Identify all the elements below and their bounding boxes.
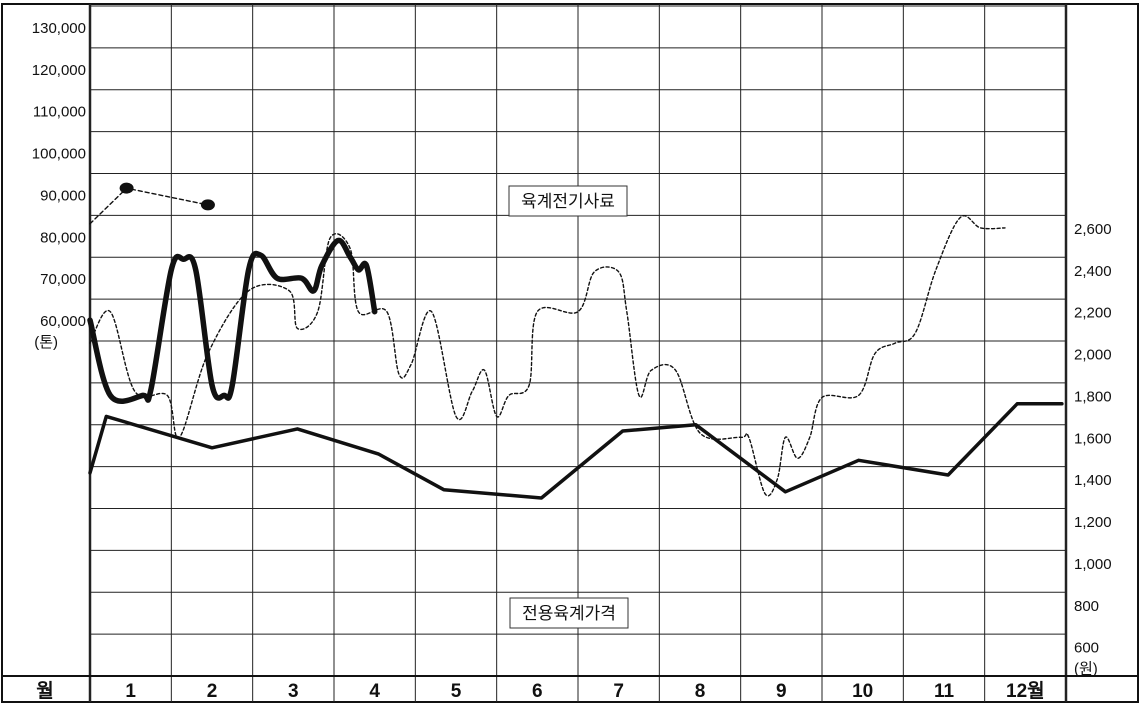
right-tick-label: 800 [1074,598,1099,615]
month-label: 6 [532,681,543,702]
right-tick-label: 2,200 [1074,305,1112,322]
left-tick-label: 60,000 [40,313,86,330]
left-axis-ticks: 130,000 120,000 110,000 100,000 90,000 80,000… [32,20,86,351]
right-tick-label: 1,000 [1074,556,1112,573]
month-label: 12월 [1006,680,1045,702]
series-line-feed_prev [89,187,209,225]
left-tick-label: 130,000 [32,20,86,37]
chart-frame [1,3,1139,703]
month-label: 11 [934,681,955,702]
price-label: 전용육계가격 [522,604,616,623]
left-axis-unit: (톤) [34,334,58,351]
month-axis: 월 1 2 3 4 5 6 7 8 9 10 11 12월 [36,680,1044,702]
series-line-price_daily [89,215,1006,497]
right-tick-label: 2,600 [1074,221,1112,238]
right-tick-label: 600 [1074,640,1099,657]
right-axis-ticks: 2,600 2,400 2,200 2,000 1,800 1,600 1,400 1,200… [1074,221,1112,678]
month-label: 2 [207,681,218,702]
month-label: 10 [852,681,873,702]
month-label: 7 [613,681,624,702]
right-axis-unit: (원) [1074,661,1098,678]
series-line-feed_current [87,237,378,404]
left-tick-label: 120,000 [32,62,86,79]
month-header-label: 월 [36,680,53,702]
series-point-feed_prev [119,182,134,194]
left-tick-label: 90,000 [40,187,86,204]
month-label: 1 [125,681,136,702]
month-label: 4 [369,681,380,702]
month-label: 9 [776,681,787,702]
month-label: 8 [695,681,706,702]
month-label: 3 [288,681,299,702]
right-tick-label: 1,800 [1074,388,1112,405]
grid [1,3,1139,703]
left-tick-label: 70,000 [40,271,86,288]
feed-label-box [508,185,628,217]
left-tick-label: 80,000 [40,229,86,246]
right-tick-label: 2,000 [1074,347,1112,364]
series-layer [87,182,1064,500]
series-line-price_avg [88,402,1064,500]
left-tick-label: 110,000 [33,104,86,121]
right-tick-label: 1,200 [1074,514,1112,531]
right-tick-label: 1,600 [1074,430,1112,447]
month-label: 5 [451,681,462,702]
price-label-box [509,597,629,629]
feed-label: 육계전기사료 [521,192,615,211]
right-tick-label: 2,400 [1074,263,1112,280]
left-tick-label: 100,000 [32,146,86,163]
series-point-feed_prev [200,199,215,211]
right-tick-label: 1,400 [1074,472,1112,489]
